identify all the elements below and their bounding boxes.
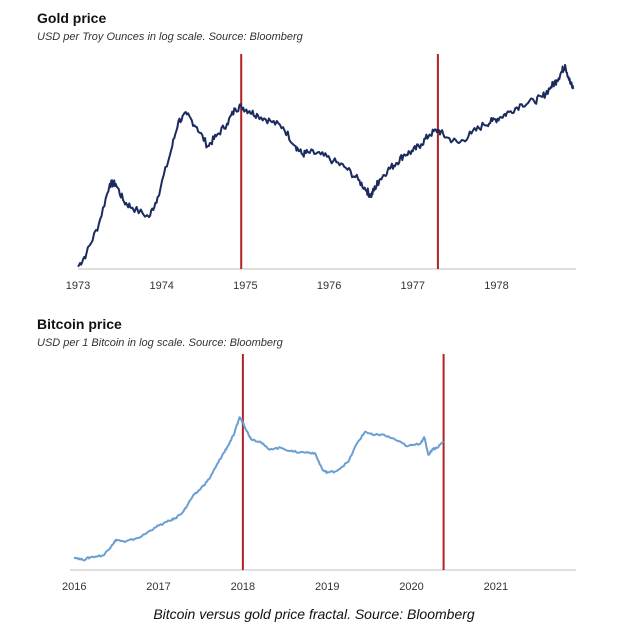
x-tick-label: 1975 [233,280,257,292]
gold-chart-subtitle: USD per Troy Ounces in log scale. Source… [37,31,303,43]
x-tick-label: 2019 [315,581,339,593]
bitcoin-chart-title: Bitcoin price [37,316,122,332]
bitcoin-price-chart: 2016 2017 2018 2019 2020 2021 [62,354,576,593]
price-series-line [77,63,575,268]
figure-caption: Bitcoin versus gold price fractal. Sourc… [153,606,475,622]
gold-price-chart: 1973 1974 1975 1976 1977 1978 [66,54,576,292]
price-series-line [73,416,445,562]
gold-chart-title: Gold price [37,10,107,26]
x-tick-label: 1978 [484,280,508,292]
x-tick-label: 2016 [62,581,86,593]
x-tick-label: 2018 [231,581,255,593]
x-tick-label: 2020 [399,581,423,593]
x-tick-label: 2021 [484,581,508,593]
x-tick-label: 2017 [146,581,170,593]
x-tick-label: 1973 [66,280,90,292]
x-tick-label: 1976 [317,280,341,292]
x-tick-label: 1974 [149,280,173,292]
x-tick-label: 1977 [401,280,425,292]
bitcoin-chart-subtitle: USD per 1 Bitcoin in log scale. Source: … [37,337,283,349]
